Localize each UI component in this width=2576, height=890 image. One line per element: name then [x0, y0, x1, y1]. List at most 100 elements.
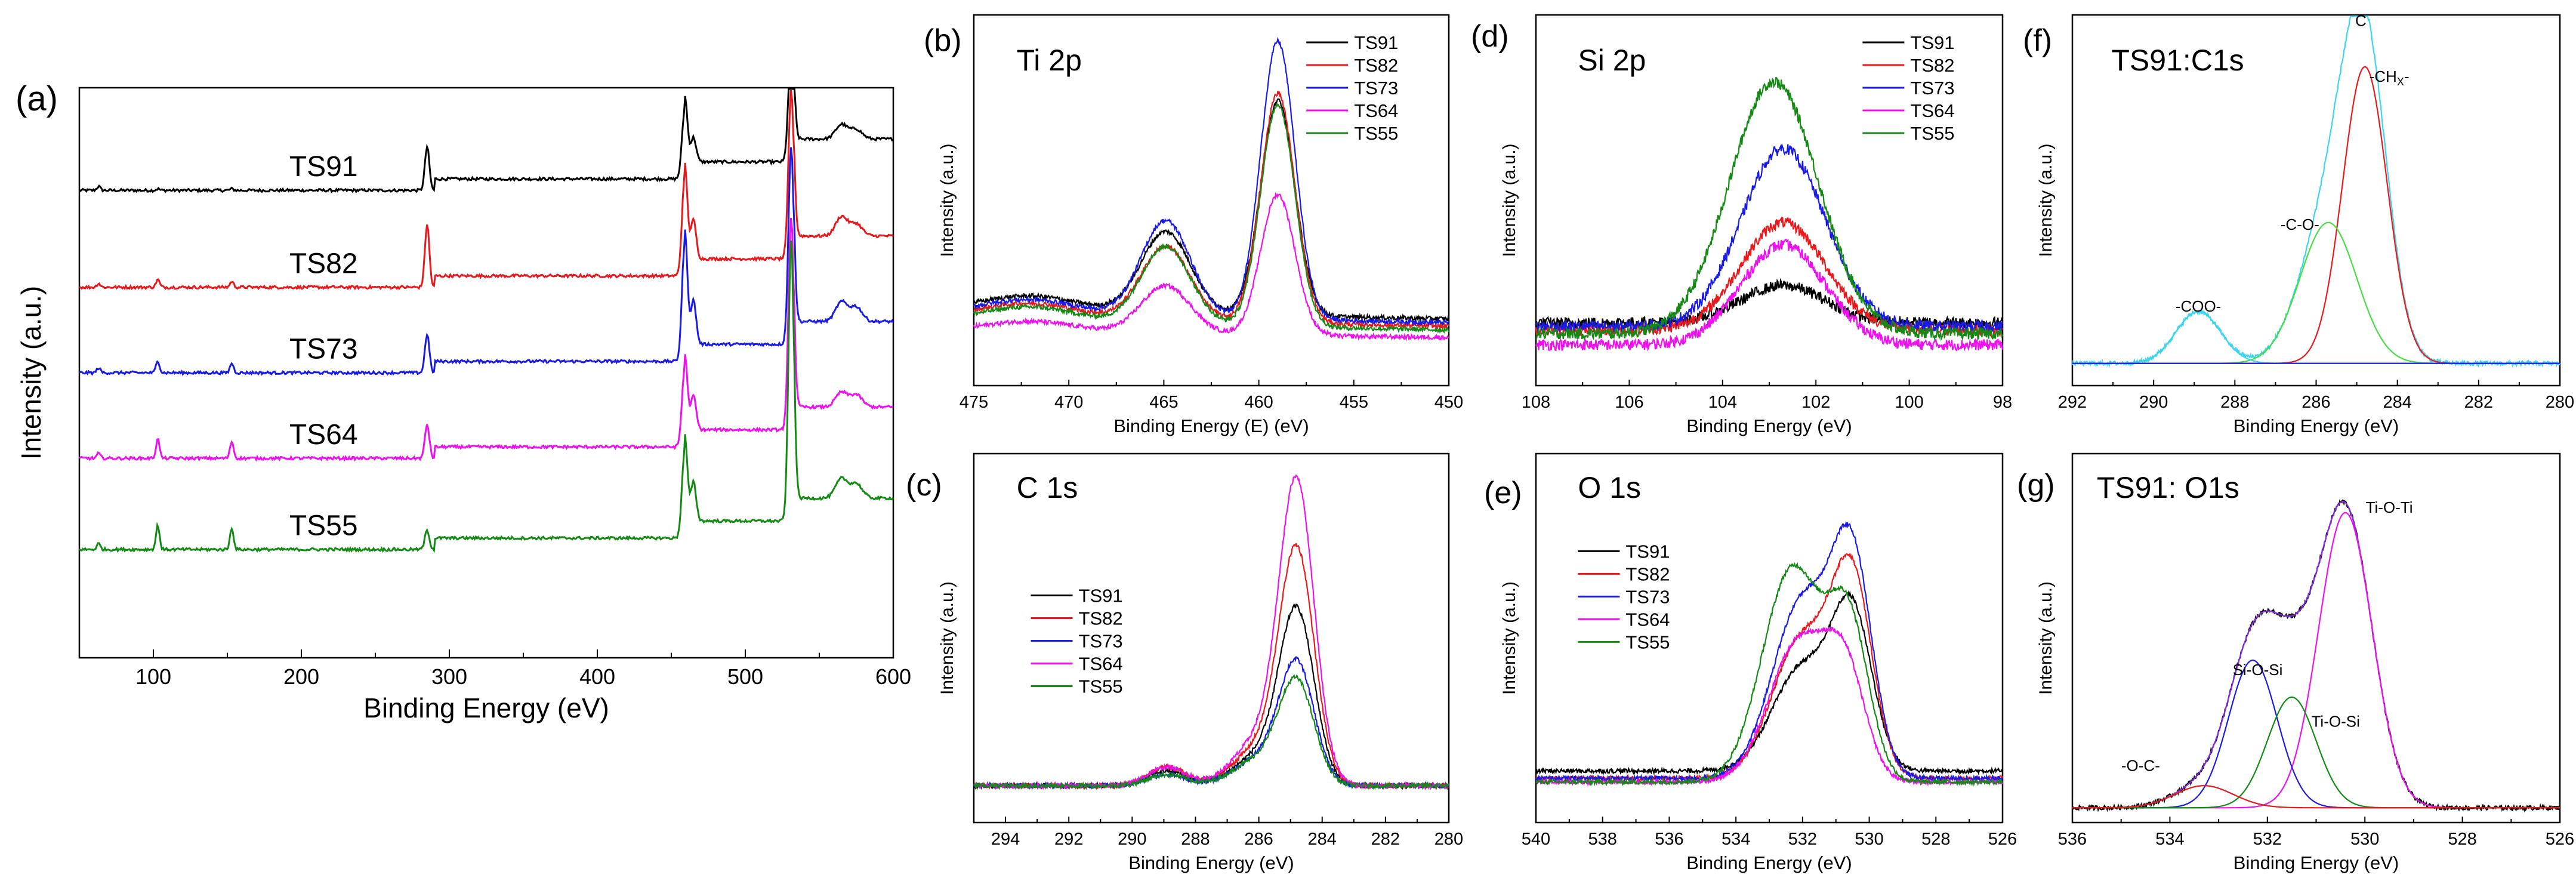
x-tick-label: 282: [2464, 393, 2493, 412]
x-tick-label: 530: [2350, 830, 2379, 849]
x-tick-label: 286: [1244, 830, 1273, 849]
peak-annotation-sub: X: [2397, 76, 2404, 88]
peak-annotation: Si-O-Si: [2233, 661, 2283, 679]
series--C-O-: [2072, 221, 2560, 364]
panel-title: O 1s: [1578, 471, 1641, 504]
series-TS64: [973, 474, 1449, 791]
series-TS91: [79, 88, 893, 194]
x-tick-label: 108: [1522, 393, 1550, 412]
x-tick-label: 290: [2139, 393, 2168, 412]
peak-annotation: Ti-O-Si: [2312, 712, 2360, 730]
x-tick-label: 536: [2058, 830, 2087, 849]
x-tick-label: 600: [875, 664, 911, 689]
legend-label: TS55: [1625, 632, 1670, 652]
x-tick-label: 530: [1855, 830, 1883, 849]
x-axis-label: Binding Energy (eV): [1686, 415, 1852, 436]
legend-label: TS55: [1079, 676, 1123, 697]
peak-annotation: Ti-O-Ti: [2366, 498, 2413, 516]
x-axis-label: Binding Energy (eV): [1128, 852, 1294, 873]
peak-annotation: -CHX-: [2370, 67, 2410, 88]
series-label: TS82: [289, 248, 358, 279]
panel-a: (a) 100 200 300 400 500 600 Binding Energy (eV)…: [16, 79, 911, 723]
legend-label: TS73: [1625, 586, 1670, 607]
x-tick-label: 540: [1522, 830, 1550, 849]
panel-b: (b) 475 470 465 460 455 450 Binding Energy (E) …: [924, 14, 1463, 436]
plot-frame: [1535, 452, 2004, 824]
x-tick-label: 400: [579, 664, 615, 689]
legend-label: TS91: [1354, 32, 1398, 53]
series-TS91: [1535, 278, 2003, 330]
series-TS82: [973, 543, 1450, 791]
panel-letter: (c): [906, 468, 942, 503]
peak-annotation: -COO-: [2176, 297, 2222, 315]
x-tick-label: 280: [1434, 830, 1463, 849]
x-tick-label: 460: [1244, 393, 1273, 412]
x-tick-label: 294: [991, 830, 1020, 849]
x-tick-label: 106: [1615, 393, 1643, 412]
series-label: TS55: [289, 510, 358, 542]
x-tick-label: 528: [2448, 830, 2476, 849]
series-TS82: [1535, 553, 2004, 783]
series-TS91: [973, 603, 1450, 791]
panel-letter: (g): [2017, 468, 2055, 503]
series-TS55: [973, 674, 1449, 790]
series-TS82: [79, 90, 894, 291]
x-tick-label: 282: [1371, 830, 1400, 849]
x-axis-label: Binding Energy (eV): [2233, 415, 2399, 436]
series-TS55: [79, 240, 894, 553]
peak-annotation: C: [2355, 12, 2367, 30]
series-TS73: [79, 147, 894, 377]
x-tick-label: 538: [1588, 830, 1617, 849]
series-Si-O-Si: [2072, 659, 2560, 809]
x-tick-label: 526: [1988, 830, 2017, 849]
x-tick-label: 534: [2155, 830, 2184, 849]
x-tick-label: 465: [1149, 393, 1178, 412]
series-TS73: [1535, 521, 2004, 783]
legend-label: TS91: [1910, 32, 1954, 53]
series-TS55: [1535, 77, 2004, 341]
legend-label: TS73: [1354, 78, 1398, 98]
series--O-C-: [2072, 785, 2560, 809]
series-TS73: [973, 36, 1449, 327]
peak-annotation: -C-O-: [2281, 215, 2319, 233]
series-TS73: [973, 656, 1449, 790]
x-tick-label: 102: [1801, 393, 1830, 412]
y-axis-label: Intensity (a.u.): [2036, 581, 2056, 695]
legend-label: TS82: [1910, 55, 1954, 76]
plot-frame: [973, 452, 1450, 824]
series-TS91: [1535, 590, 2003, 776]
series-TS55: [1535, 562, 2003, 787]
panel-c: (c) 294 292 290 288 286 284 282 280 Binding Energ…: [906, 452, 1463, 873]
panel-title: TS91: O1s: [2097, 471, 2239, 504]
x-tick-label: 470: [1054, 393, 1083, 412]
x-tick-label: 528: [1921, 830, 1950, 849]
series-TS64: [79, 217, 894, 462]
series-label: TS73: [289, 334, 358, 365]
x-tick-label: 200: [283, 664, 319, 689]
series-TS82: [1535, 216, 2004, 338]
series-label: TS64: [289, 419, 358, 451]
x-axis-label: Binding Energy (eV): [1686, 852, 1852, 873]
panel-letter: (d): [1471, 19, 1509, 54]
legend-label: TS55: [1354, 123, 1398, 144]
x-tick-label: 292: [2058, 393, 2087, 412]
panel-letter: (a): [16, 79, 58, 118]
series-TS64: [973, 192, 1449, 341]
legend-label: TS73: [1079, 630, 1123, 651]
peak-annotation-tail: -: [2404, 67, 2410, 85]
panel-title: Ti 2p: [1017, 44, 1082, 77]
x-tick-label: 536: [1655, 830, 1683, 849]
y-axis-label: Intensity (a.u.): [1500, 143, 1519, 257]
panel-letter: (e): [1484, 476, 1522, 510]
y-axis-label: Intensity (a.u.): [2036, 143, 2056, 257]
legend-label: TS64: [1354, 100, 1398, 121]
series-label: TS91: [289, 151, 358, 183]
panel-title: Si 2p: [1578, 44, 1646, 77]
x-tick-label: 98: [1993, 393, 2012, 412]
x-tick-label: 284: [1308, 830, 1337, 849]
x-tick-label: 104: [1708, 393, 1737, 412]
x-tick-label: 288: [1181, 830, 1210, 849]
x-tick-label: 100: [135, 664, 171, 689]
x-tick-label: 100: [1895, 393, 1923, 412]
